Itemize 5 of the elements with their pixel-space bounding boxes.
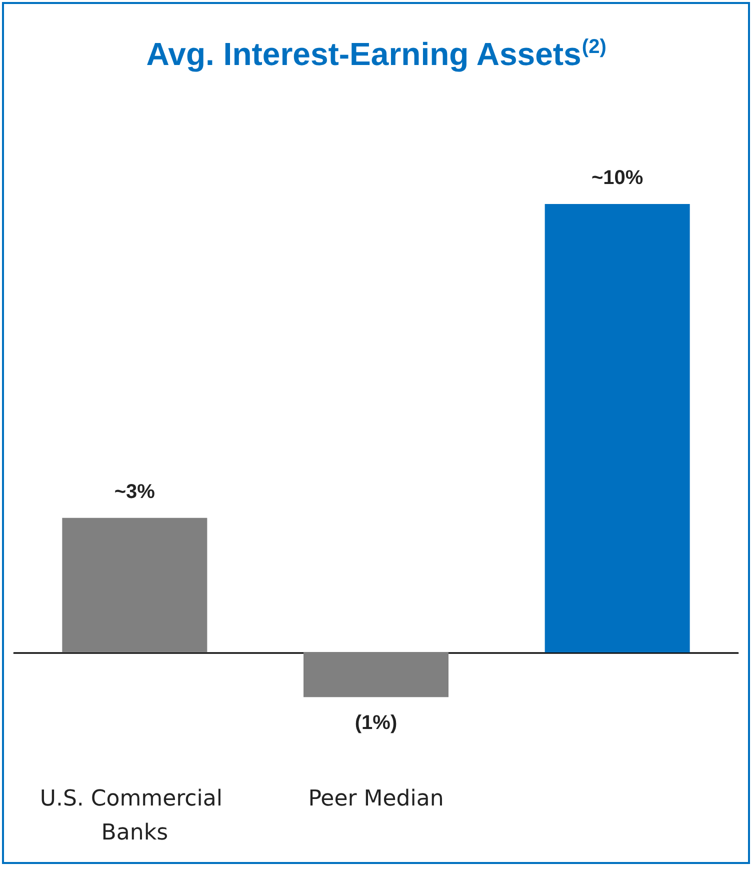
data-label: (1%) — [354, 712, 398, 734]
x-tick-label: U.S. Commercial Banks — [40, 786, 230, 846]
data-label: ~10% — [591, 167, 644, 189]
x-tick-label: Peer Median — [308, 786, 444, 812]
data-label: ~3% — [114, 480, 156, 503]
